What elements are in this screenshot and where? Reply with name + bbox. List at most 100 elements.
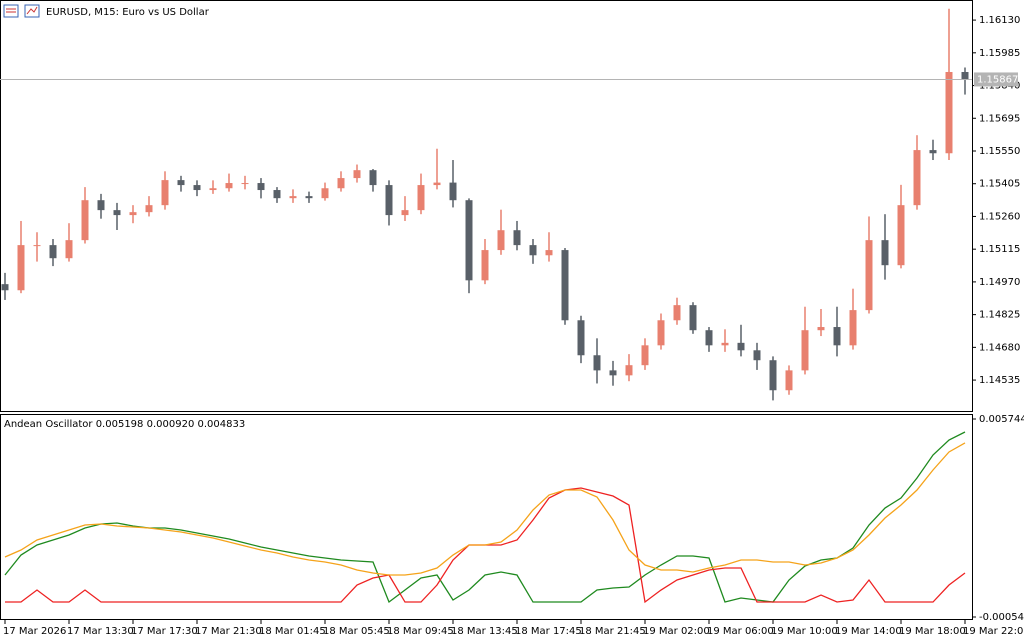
oscillator-line	[4, 442, 966, 576]
y-tick-label: 1.15260	[979, 211, 1020, 222]
candle-body	[257, 183, 265, 191]
candle-body	[65, 240, 73, 259]
y-tick-label: 1.16130	[979, 15, 1020, 26]
y-tick-label: 1.15550	[979, 146, 1020, 157]
candle-body	[369, 170, 377, 186]
x-tick-label: 19 Mar 18:00	[899, 626, 966, 637]
candle-body	[561, 250, 569, 321]
candle-body	[641, 345, 649, 366]
candle-body	[353, 170, 361, 179]
candle-body	[417, 185, 425, 211]
candle-body	[209, 188, 217, 191]
y-tick-label: 1.14970	[979, 277, 1020, 288]
y-tick-label: -0.000546	[979, 612, 1024, 623]
candle-body	[689, 305, 697, 331]
y-tick-label: 1.15405	[979, 179, 1020, 190]
icon	[24, 4, 40, 18]
x-tick-label: 17 Mar 17:30	[131, 626, 198, 637]
candle-body	[721, 342, 729, 346]
x-tick-label: 18 Mar 21:45	[579, 626, 646, 637]
candle-body	[481, 250, 489, 281]
candle-body	[785, 370, 793, 391]
candle-body	[945, 71, 953, 154]
oscillator-line	[4, 431, 966, 604]
candle-body	[849, 310, 857, 346]
x-tick-label: 19 Mar 22:00	[963, 626, 1024, 637]
candle-body	[961, 71, 969, 80]
candle-body	[737, 342, 745, 351]
y-tick-label: 1.14680	[979, 342, 1020, 353]
y-tick-label: 1.15985	[979, 48, 1020, 59]
x-tick-label: 18 Mar 17:45	[515, 626, 582, 637]
main-panel-frame	[0, 0, 973, 412]
candle-body	[897, 205, 905, 266]
candle-body	[673, 305, 681, 321]
candle-body	[337, 178, 345, 189]
icon	[26, 6, 38, 15]
candle-body	[33, 245, 41, 247]
candle-body	[401, 210, 409, 216]
y-tick-label: 1.14535	[979, 375, 1020, 386]
candle-body	[833, 327, 841, 346]
candle-body	[49, 245, 57, 259]
chart-title: EURUSD, M15: Euro vs US Dollar	[46, 7, 210, 18]
candle-body	[385, 185, 393, 216]
x-tick-label: 18 Mar 13:45	[451, 626, 518, 637]
x-tick-label: 19 Mar 06:00	[707, 626, 774, 637]
x-tick-label: 17 Mar 2026	[3, 626, 66, 637]
candle-body	[289, 196, 297, 199]
candle-body	[881, 240, 889, 266]
x-tick-label: 19 Mar 10:00	[771, 626, 838, 637]
candle-body	[17, 245, 25, 291]
candle-body	[529, 245, 537, 256]
candle-body	[145, 205, 153, 213]
x-tick-label: 18 Mar 09:45	[387, 626, 454, 637]
candle-body	[449, 182, 457, 201]
candle-body	[305, 196, 313, 199]
candle-body	[161, 180, 169, 206]
candle-body	[321, 188, 329, 199]
candle-body	[705, 330, 713, 346]
last-price-label: 1.15867	[977, 74, 1018, 85]
candle-body	[225, 183, 233, 189]
candle-body	[929, 150, 937, 154]
candle-body	[129, 212, 137, 216]
candle-body	[609, 370, 617, 376]
candle-body	[625, 365, 633, 376]
y-tick-label: 0.005744	[979, 414, 1024, 425]
candle-body	[865, 240, 873, 311]
candle-body	[769, 360, 777, 391]
candle-body	[97, 200, 105, 211]
candle-body	[817, 327, 825, 331]
candle-body	[657, 320, 665, 346]
x-tick-label: 19 Mar 14:00	[835, 626, 902, 637]
candle-body	[513, 230, 521, 246]
candle-body	[113, 210, 121, 216]
candle-body	[545, 250, 553, 256]
icon	[3, 4, 19, 18]
candle-body	[1, 284, 9, 291]
window-icons	[3, 4, 40, 18]
candle-body	[577, 320, 585, 356]
candle-body	[81, 200, 89, 241]
candle-body	[193, 185, 201, 191]
candle-body	[177, 180, 185, 186]
candle-body	[753, 350, 761, 361]
candle-body	[913, 150, 921, 206]
oscillator-panel-frame	[0, 414, 973, 620]
candle-body	[273, 190, 281, 199]
candle-body	[241, 183, 249, 185]
indicator-title: Andean Oscillator 0.005198 0.000920 0.00…	[4, 419, 245, 430]
candle-body	[433, 182, 441, 186]
x-tick-label: 17 Mar 21:30	[195, 626, 262, 637]
last-price-box	[974, 72, 1018, 87]
x-tick-label: 19 Mar 02:00	[643, 626, 710, 637]
candle-body	[497, 230, 505, 251]
candle-body	[465, 200, 473, 281]
x-tick-label: 17 Mar 13:30	[67, 626, 134, 637]
y-tick-label: 1.15115	[979, 244, 1020, 255]
candle-body	[801, 330, 809, 371]
